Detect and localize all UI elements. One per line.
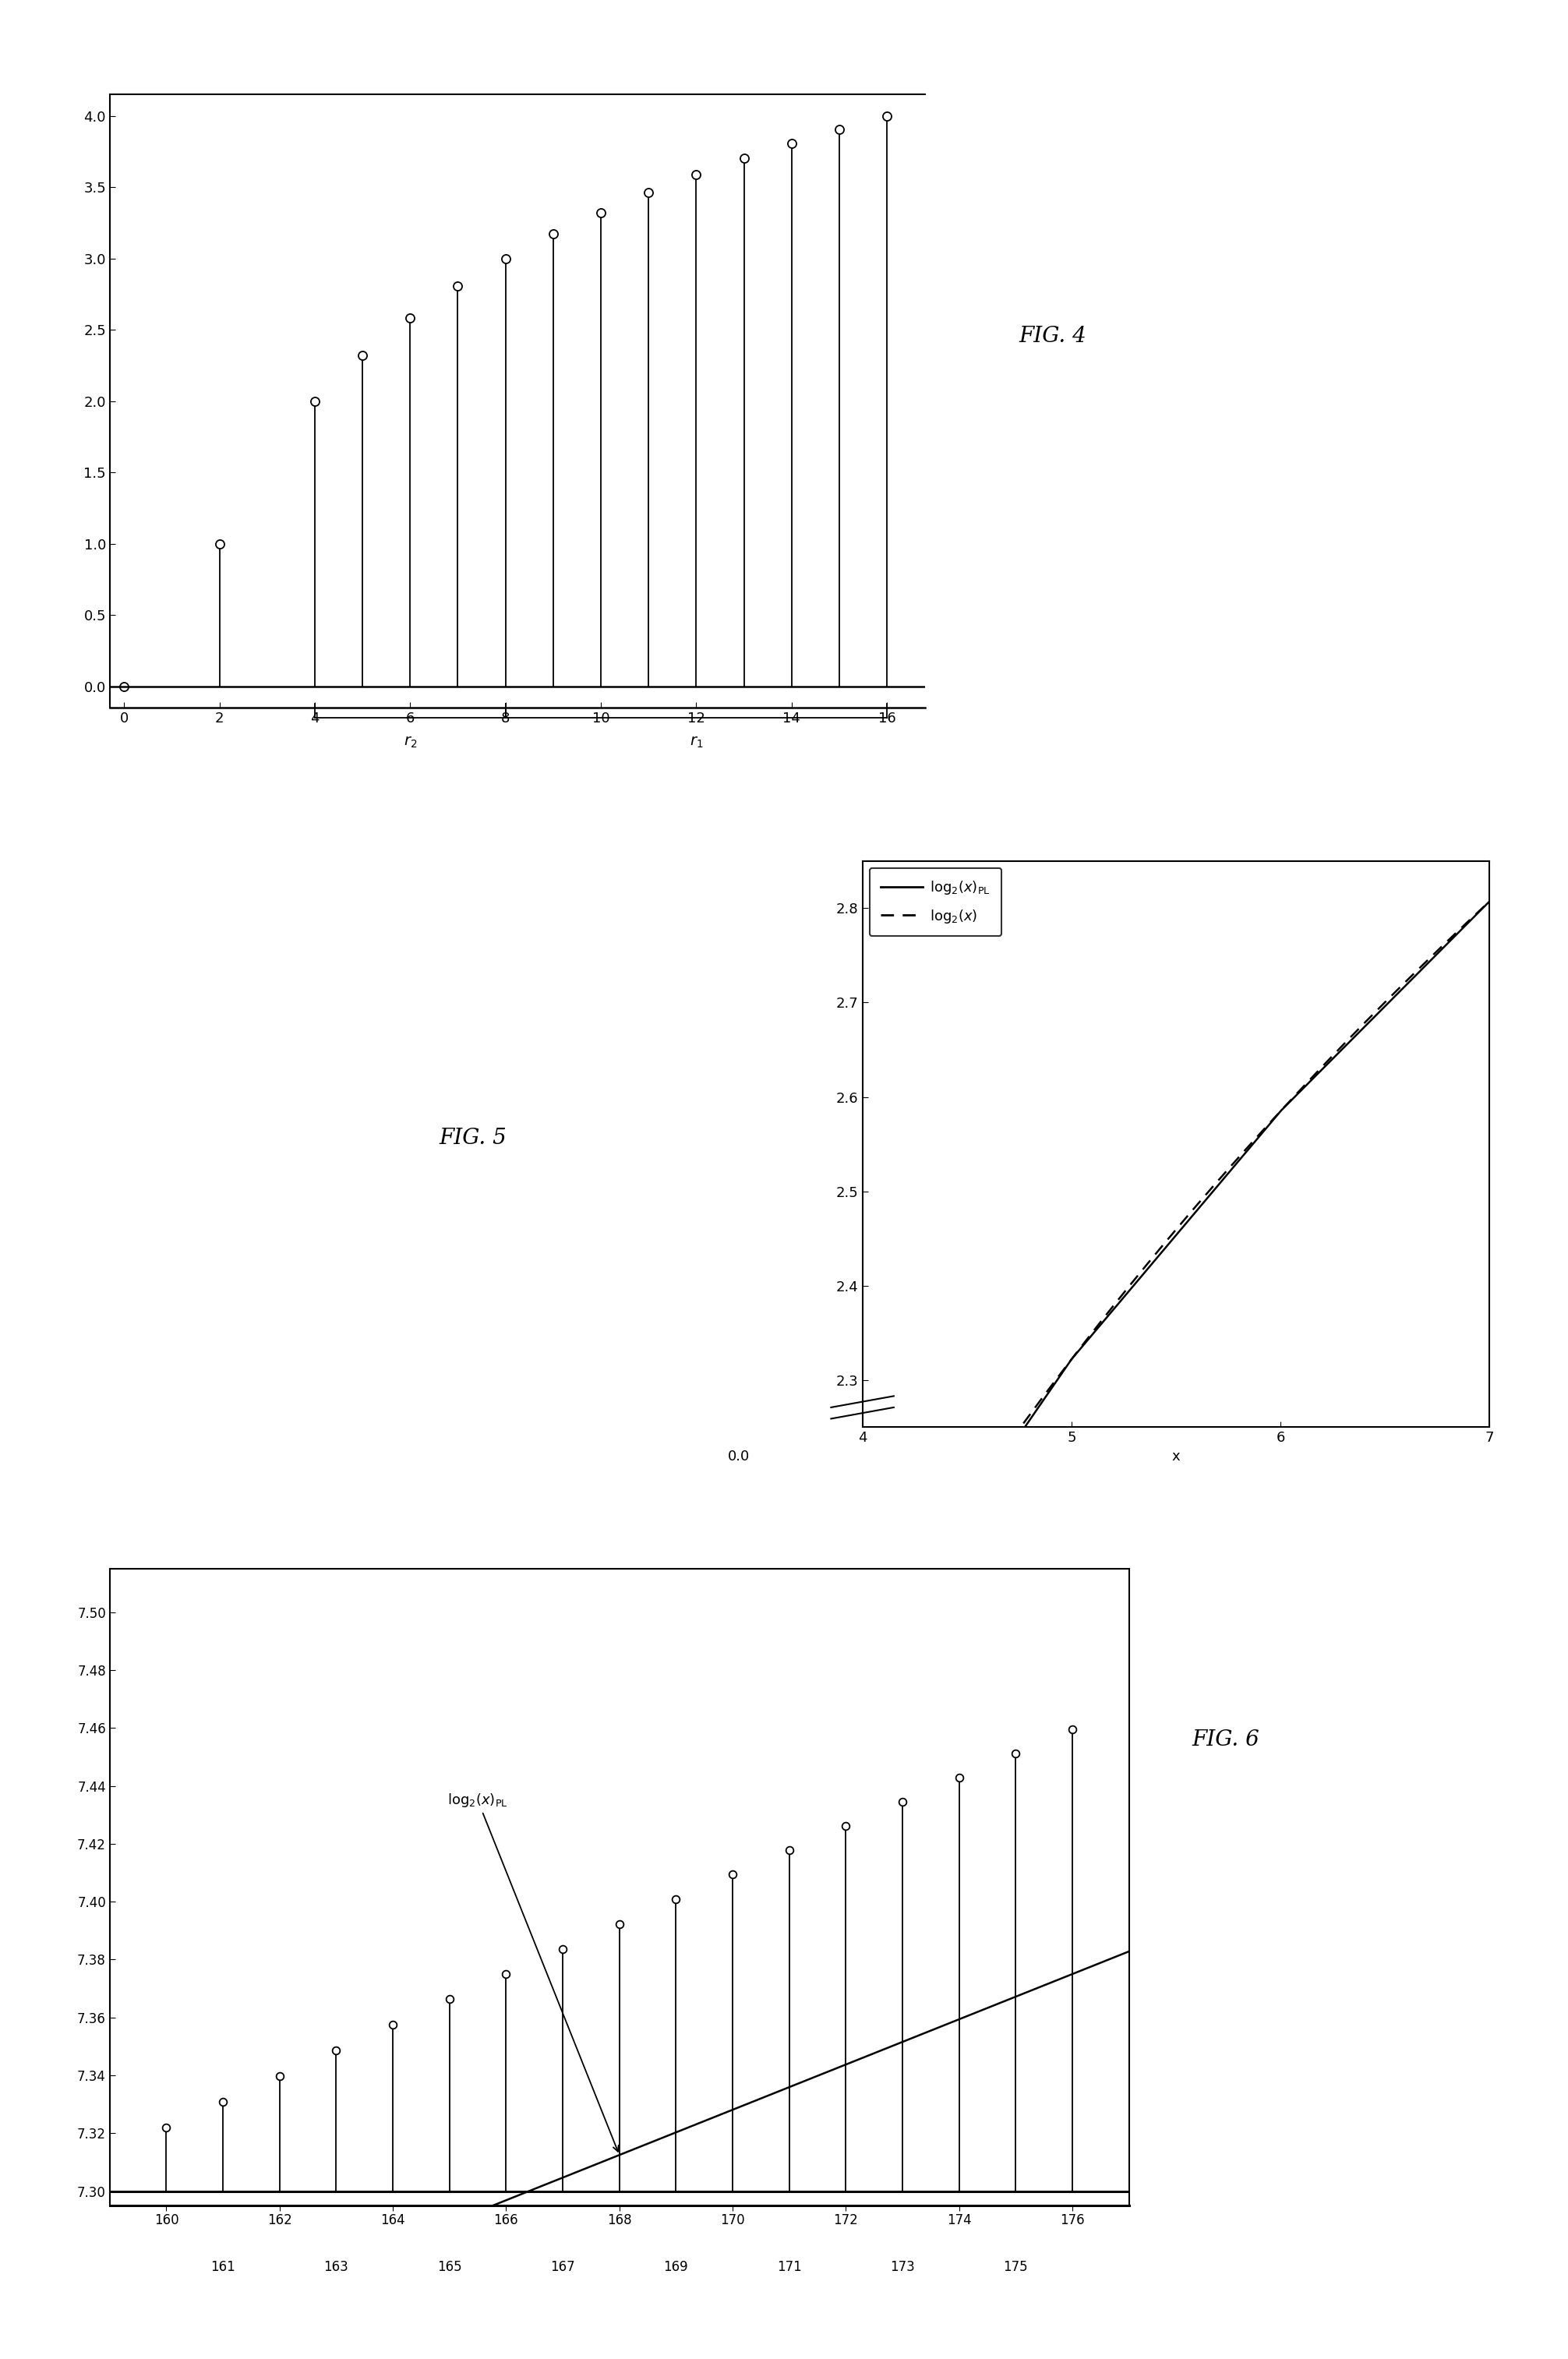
X-axis label: x: x	[1171, 1448, 1181, 1463]
Text: 165: 165	[437, 2260, 463, 2274]
Legend: $\mathrm{log}_2(x)_{\mathrm{PL}}$, $\mathrm{log}_2(x)$: $\mathrm{log}_2(x)_{\mathrm{PL}}$, $\mat…	[869, 868, 1002, 937]
Text: $\mathrm{log}_2(x)_{\mathrm{PL}}$: $\mathrm{log}_2(x)_{\mathrm{PL}}$	[447, 1793, 618, 2151]
Text: 0.0: 0.0	[728, 1451, 750, 1465]
Text: 161: 161	[210, 2260, 235, 2274]
Text: $r_1$: $r_1$	[690, 734, 702, 750]
Text: 167: 167	[550, 2260, 575, 2274]
Text: 173: 173	[891, 2260, 914, 2274]
Text: 163: 163	[325, 2260, 348, 2274]
Text: FIG. 6: FIG. 6	[1192, 1729, 1259, 1750]
Text: 171: 171	[776, 2260, 801, 2274]
Text: FIG. 4: FIG. 4	[1019, 326, 1087, 347]
Text: $r_2$: $r_2$	[403, 734, 417, 750]
Text: 169: 169	[663, 2260, 688, 2274]
Text: FIG. 5: FIG. 5	[439, 1128, 506, 1149]
Text: 175: 175	[1004, 2260, 1029, 2274]
